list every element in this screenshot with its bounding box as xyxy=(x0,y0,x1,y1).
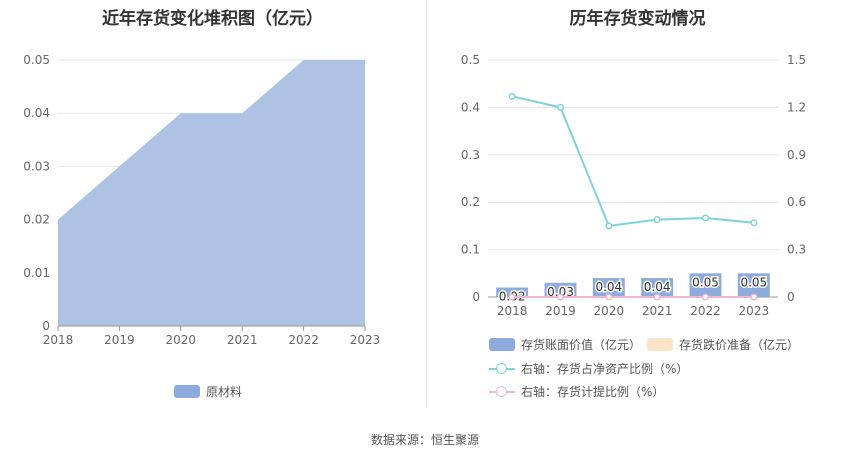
area-legend[interactable]: 原材料 xyxy=(174,383,242,400)
book-value-bar xyxy=(544,282,577,297)
panel-divider xyxy=(426,0,427,408)
book-value-legend-label: 存货账面价值（亿元） xyxy=(521,338,642,352)
y-tick-label: 0.04 xyxy=(23,106,50,120)
left-chart-panel: 近年存货变化堆积图（亿元） 0 0.01 0.02 0.03 0.04 0.05 2018 2… xyxy=(0,0,425,410)
book-value-data-label: 0.05 xyxy=(692,275,719,289)
legend-net-asset-ratio[interactable]: 右轴：存货占净资产比例（%） xyxy=(489,360,688,377)
area-chart: 0 0.01 0.02 0.03 0.04 0.05 2018 2019 2020 2021 202… xyxy=(23,53,381,347)
provision-ratio-point xyxy=(605,293,613,301)
left-y-tick-label: 0.2 xyxy=(461,195,480,209)
raw-material-area xyxy=(58,60,365,326)
x-tick-label: 2021 xyxy=(642,304,673,318)
provision-ratio-legend-label: 右轴：存货计提比例（%） xyxy=(521,385,665,399)
book-value-bar xyxy=(737,273,770,297)
x-tick-label: 2022 xyxy=(690,304,721,318)
legend-impairment[interactable]: 存货跌价准备（亿元） xyxy=(647,336,799,353)
net-asset-ratio-line xyxy=(511,95,754,227)
y-tick-label: 0.02 xyxy=(23,213,50,227)
book-value-swatch xyxy=(489,338,515,351)
impairment-swatch xyxy=(647,338,673,351)
legend-provision-ratio[interactable]: 右轴：存货计提比例（%） xyxy=(489,383,664,400)
x-tick-label: 2019 xyxy=(104,333,135,347)
net-asset-ratio-point xyxy=(605,222,613,230)
book-value-data-label: 0.04 xyxy=(595,280,622,294)
right-y-tick-label: 0.6 xyxy=(787,195,806,209)
right-y-tick-label: 0 xyxy=(787,290,795,304)
net-asset-ratio-legend-label: 右轴：存货占净资产比例（%） xyxy=(521,362,689,376)
x-tick-label: 2020 xyxy=(166,333,197,347)
x-tick-label: 2018 xyxy=(43,333,74,347)
raw-material-legend-swatch xyxy=(174,385,200,398)
book-value-data-label: 0.05 xyxy=(740,275,767,289)
left-y-tick-label: 0.3 xyxy=(461,148,480,162)
x-tick-label: 2019 xyxy=(545,304,576,318)
left-y-tick-label: 0.5 xyxy=(461,53,480,67)
net-asset-ratio-point xyxy=(750,219,758,227)
impairment-legend-label: 存货跌价准备（亿元） xyxy=(679,338,800,352)
book-value-bar xyxy=(641,278,674,297)
provision-ratio-swatch xyxy=(489,385,515,398)
legend-book-value[interactable]: 存货账面价值（亿元） xyxy=(489,336,641,353)
left-chart-title: 近年存货变化堆积图（亿元） xyxy=(102,9,323,29)
x-tick-label: 2022 xyxy=(288,333,319,347)
net-asset-ratio-point xyxy=(701,214,710,222)
book-value-bar xyxy=(592,278,625,297)
right-y-tick-label: 1.5 xyxy=(787,53,806,67)
x-tick-label: 2018 xyxy=(497,304,528,318)
y-tick-label: 0.01 xyxy=(23,266,50,280)
combo-chart: 00.10.20.30.40.500.30.60.91.21.50.020.03… xyxy=(461,53,806,318)
provision-ratio-point xyxy=(556,293,565,301)
book-value-bar xyxy=(689,273,722,297)
x-tick-label: 2023 xyxy=(350,333,381,347)
provision-ratio-point xyxy=(750,293,758,301)
y-tick-label: 0.05 xyxy=(23,53,50,67)
right-y-tick-label: 0.9 xyxy=(787,148,806,162)
left-y-tick-label: 0.4 xyxy=(461,100,480,114)
y-tick-label: 0 xyxy=(42,319,50,333)
provision-ratio-point xyxy=(653,293,661,301)
y-tick-label: 0.03 xyxy=(23,159,50,173)
x-tick-label: 2021 xyxy=(227,333,258,347)
book-value-data-label: 0.04 xyxy=(644,280,671,294)
provision-ratio-point xyxy=(508,293,516,301)
right-chart-title: 历年存货变动情况 xyxy=(569,9,706,29)
net-asset-ratio-point xyxy=(556,103,565,111)
book-value-bar xyxy=(496,287,529,297)
net-asset-ratio-swatch xyxy=(489,362,515,375)
left-y-tick-label: 0.1 xyxy=(461,243,480,257)
provision-ratio-point xyxy=(701,293,710,301)
data-source: 数据来源：恒生聚源 xyxy=(370,433,479,447)
left-y-tick-label: 0 xyxy=(472,290,480,304)
right-chart-panel: 历年存货变动情况 0 0.1 0.2 0.3 0.4 0.5 0 0.3 0.6 0.9 1.2 1.… xyxy=(425,0,850,410)
right-y-tick-label: 0.3 xyxy=(787,243,806,257)
right-y-tick-label: 1.2 xyxy=(787,100,806,114)
raw-material-legend-label: 原材料 xyxy=(206,385,243,399)
x-tick-label: 2020 xyxy=(594,304,625,318)
x-tick-label: 2023 xyxy=(739,304,770,318)
net-asset-ratio-point xyxy=(653,216,661,224)
net-asset-ratio-point xyxy=(508,92,516,100)
